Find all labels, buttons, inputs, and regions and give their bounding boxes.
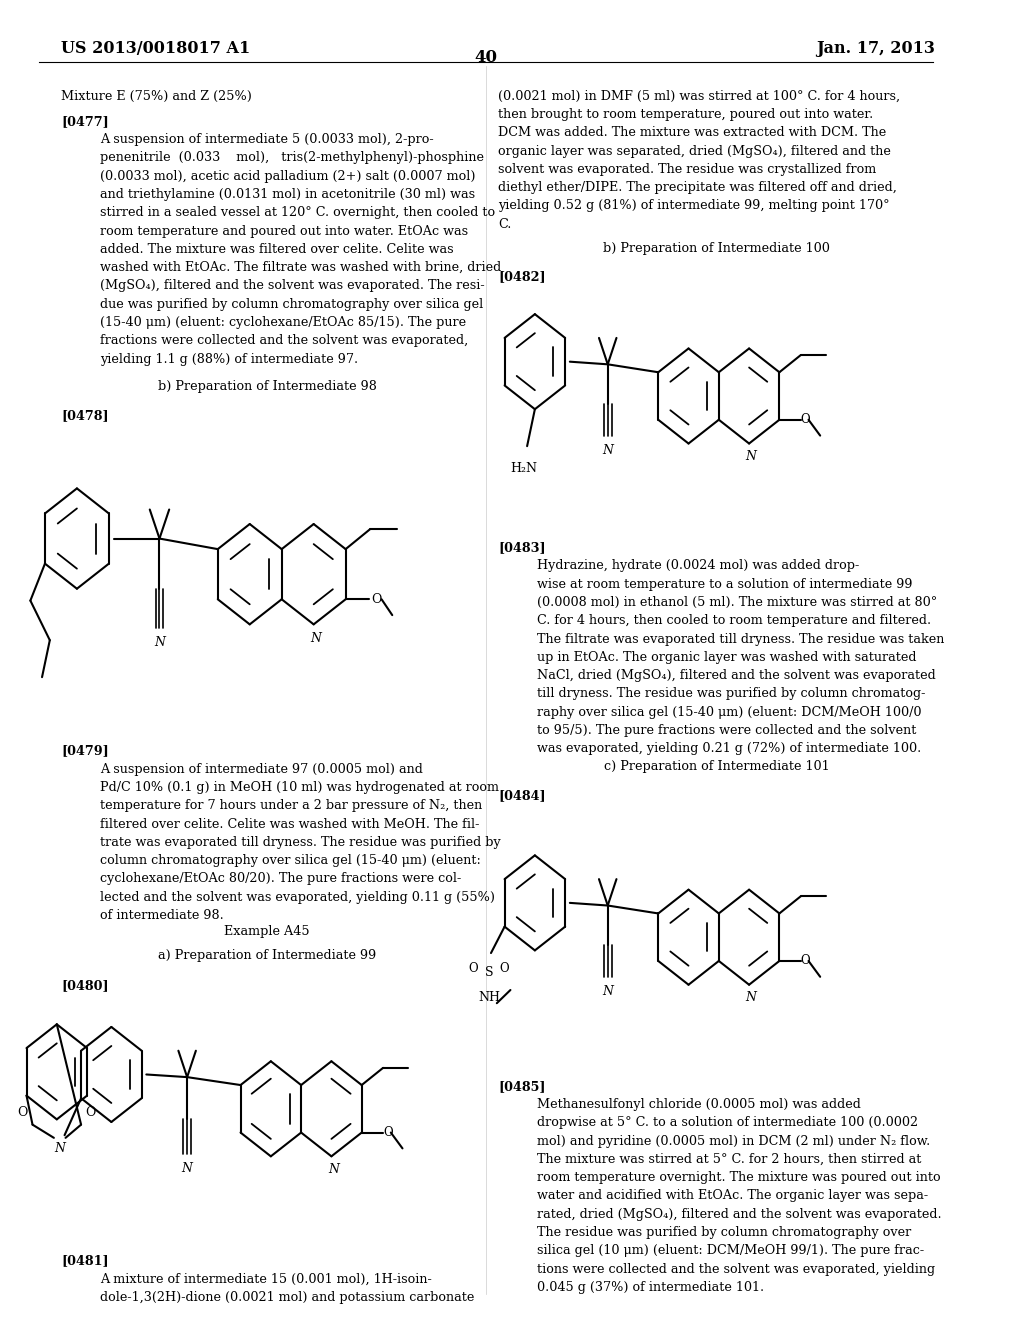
Text: Mixture E (75%) and Z (25%): Mixture E (75%) and Z (25%) [61,90,252,103]
Text: Pd/C 10% (0.1 g) in MeOH (10 ml) was hydrogenated at room: Pd/C 10% (0.1 g) in MeOH (10 ml) was hyd… [100,781,499,795]
Text: NH: NH [478,991,500,1005]
Text: rated, dried (MgSO₄), filtered and the solvent was evaporated.: rated, dried (MgSO₄), filtered and the s… [538,1208,942,1221]
Text: [0478]: [0478] [61,409,109,422]
Text: US 2013/0018017 A1: US 2013/0018017 A1 [61,40,251,57]
Text: up in EtOAc. The organic layer was washed with saturated: up in EtOAc. The organic layer was washe… [538,651,916,664]
Text: washed with EtOAc. The filtrate was washed with brine, dried: washed with EtOAc. The filtrate was wash… [100,261,502,275]
Text: N: N [154,636,165,649]
Text: O: O [17,1106,28,1119]
Text: O: O [469,962,478,975]
Text: O: O [801,954,810,968]
Text: The filtrate was evaporated till dryness. The residue was taken: The filtrate was evaporated till dryness… [538,632,944,645]
Text: added. The mixture was filtered over celite. Celite was: added. The mixture was filtered over cel… [100,243,454,256]
Text: Jan. 17, 2013: Jan. 17, 2013 [816,40,935,57]
Text: of intermediate 98.: of intermediate 98. [100,909,224,921]
Text: mol) and pyridine (0.0005 mol) in DCM (2 ml) under N₂ flow.: mol) and pyridine (0.0005 mol) in DCM (2… [538,1135,931,1147]
Text: O: O [86,1106,96,1119]
Text: A suspension of intermediate 97 (0.0005 mol) and: A suspension of intermediate 97 (0.0005 … [100,763,423,776]
Text: 40: 40 [474,49,498,66]
Text: trate was evaporated till dryness. The residue was purified by: trate was evaporated till dryness. The r… [100,836,501,849]
Text: [0483]: [0483] [499,541,546,554]
Text: temperature for 7 hours under a 2 bar pressure of N₂, then: temperature for 7 hours under a 2 bar pr… [100,800,482,812]
Text: yielding 0.52 g (81%) of intermediate 99, melting point 170°: yielding 0.52 g (81%) of intermediate 99… [499,199,890,213]
Text: column chromatography over silica gel (15-40 μm) (eluent:: column chromatography over silica gel (1… [100,854,481,867]
Text: Hydrazine, hydrate (0.0024 mol) was added drop-: Hydrazine, hydrate (0.0024 mol) was adde… [538,560,859,573]
Text: A mixture of intermediate 15 (0.001 mol), 1H-isoin-: A mixture of intermediate 15 (0.001 mol)… [100,1272,432,1286]
Text: H₂N: H₂N [511,462,538,475]
Text: N: N [602,985,613,998]
Text: [0482]: [0482] [499,271,546,284]
Text: (15-40 μm) (eluent: cyclohexane/EtOAc 85/15). The pure: (15-40 μm) (eluent: cyclohexane/EtOAc 85… [100,315,466,329]
Text: a) Preparation of Intermediate 99: a) Preparation of Intermediate 99 [158,949,376,962]
Text: till dryness. The residue was purified by column chromatog-: till dryness. The residue was purified b… [538,688,926,701]
Text: O: O [500,962,509,975]
Text: c) Preparation of Intermediate 101: c) Preparation of Intermediate 101 [604,760,829,774]
Text: and triethylamine (0.0131 mol) in acetonitrile (30 ml) was: and triethylamine (0.0131 mol) in aceton… [100,187,475,201]
Text: Example A45: Example A45 [224,925,310,939]
Text: diethyl ether/DIPE. The precipitate was filtered off and dried,: diethyl ether/DIPE. The precipitate was … [499,181,897,194]
Text: N: N [602,444,613,457]
Text: lected and the solvent was evaporated, yielding 0.11 g (55%): lected and the solvent was evaporated, y… [100,891,495,904]
Text: cyclohexane/EtOAc 80/20). The pure fractions were col-: cyclohexane/EtOAc 80/20). The pure fract… [100,873,461,886]
Text: b) Preparation of Intermediate 100: b) Preparation of Intermediate 100 [603,242,830,255]
Text: S: S [484,966,494,979]
Text: DCM was added. The mixture was extracted with DCM. The: DCM was added. The mixture was extracted… [499,127,887,140]
Text: N: N [181,1162,193,1175]
Text: wise at room temperature to a solution of intermediate 99: wise at room temperature to a solution o… [538,578,912,591]
Text: [0484]: [0484] [499,789,546,803]
Text: dropwise at 5° C. to a solution of intermediate 100 (0.0002: dropwise at 5° C. to a solution of inter… [538,1117,919,1130]
Text: tions were collected and the solvent was evaporated, yielding: tions were collected and the solvent was… [538,1262,935,1275]
Text: N: N [54,1142,66,1155]
Text: (0.0021 mol) in DMF (5 ml) was stirred at 100° C. for 4 hours,: (0.0021 mol) in DMF (5 ml) was stirred a… [499,90,900,103]
Text: The residue was purified by column chromatography over: The residue was purified by column chrom… [538,1226,911,1239]
Text: due was purified by column chromatography over silica gel: due was purified by column chromatograph… [100,297,483,310]
Text: yielding 1.1 g (88%) of intermediate 97.: yielding 1.1 g (88%) of intermediate 97. [100,352,358,366]
Text: A suspension of intermediate 5 (0.0033 mol), 2-pro-: A suspension of intermediate 5 (0.0033 m… [100,133,434,147]
Text: (0.0033 mol), acetic acid palladium (2+) salt (0.0007 mol): (0.0033 mol), acetic acid palladium (2+)… [100,170,475,182]
Text: N: N [745,991,757,1005]
Text: was evaporated, yielding 0.21 g (72%) of intermediate 100.: was evaporated, yielding 0.21 g (72%) of… [538,742,922,755]
Text: filtered over celite. Celite was washed with MeOH. The fil-: filtered over celite. Celite was washed … [100,817,479,830]
Text: room temperature overnight. The mixture was poured out into: room temperature overnight. The mixture … [538,1171,941,1184]
Text: silica gel (10 μm) (eluent: DCM/MeOH 99/1). The pure frac-: silica gel (10 μm) (eluent: DCM/MeOH 99/… [538,1245,925,1257]
Text: 0.045 g (37%) of intermediate 101.: 0.045 g (37%) of intermediate 101. [538,1280,764,1294]
Text: solvent was evaporated. The residue was crystallized from: solvent was evaporated. The residue was … [499,162,877,176]
Text: then brought to room temperature, poured out into water.: then brought to room temperature, poured… [499,108,873,121]
Text: dole-1,3(2H)-dione (0.0021 mol) and potassium carbonate: dole-1,3(2H)-dione (0.0021 mol) and pota… [100,1291,474,1304]
Text: [0479]: [0479] [61,744,109,758]
Text: O: O [383,1126,392,1139]
Text: C.: C. [499,218,512,231]
Text: raphy over silica gel (15-40 μm) (eluent: DCM/MeOH 100/0: raphy over silica gel (15-40 μm) (eluent… [538,706,922,718]
Text: b) Preparation of Intermediate 98: b) Preparation of Intermediate 98 [158,380,377,393]
Text: O: O [801,413,810,426]
Text: The mixture was stirred at 5° C. for 2 hours, then stirred at: The mixture was stirred at 5° C. for 2 h… [538,1152,922,1166]
Text: NaCl, dried (MgSO₄), filtered and the solvent was evaporated: NaCl, dried (MgSO₄), filtered and the so… [538,669,936,682]
Text: water and acidified with EtOAc. The organic layer was sepa-: water and acidified with EtOAc. The orga… [538,1189,929,1203]
Text: N: N [328,1163,339,1176]
Text: [0485]: [0485] [499,1080,546,1093]
Text: N: N [310,632,322,645]
Text: N: N [745,450,757,463]
Text: penenitrile  (0.033    mol),   tris(2-methylphenyl)-phosphine: penenitrile (0.033 mol), tris(2-methylph… [100,152,484,165]
Text: Methanesulfonyl chloride (0.0005 mol) was added: Methanesulfonyl chloride (0.0005 mol) wa… [538,1098,861,1111]
Text: room temperature and poured out into water. EtOAc was: room temperature and poured out into wat… [100,224,468,238]
Text: stirred in a sealed vessel at 120° C. overnight, then cooled to: stirred in a sealed vessel at 120° C. ov… [100,206,496,219]
Text: [0480]: [0480] [61,979,109,993]
Text: to 95/5). The pure fractions were collected and the solvent: to 95/5). The pure fractions were collec… [538,723,916,737]
Text: (MgSO₄), filtered and the solvent was evaporated. The resi-: (MgSO₄), filtered and the solvent was ev… [100,280,484,292]
Text: organic layer was separated, dried (MgSO₄), filtered and the: organic layer was separated, dried (MgSO… [499,145,891,157]
Text: [0477]: [0477] [61,115,109,128]
Text: [0481]: [0481] [61,1254,109,1267]
Text: (0.0008 mol) in ethanol (5 ml). The mixture was stirred at 80°: (0.0008 mol) in ethanol (5 ml). The mixt… [538,597,937,609]
Text: O: O [371,593,381,606]
Text: C. for 4 hours, then cooled to room temperature and filtered.: C. for 4 hours, then cooled to room temp… [538,614,931,627]
Text: fractions were collected and the solvent was evaporated,: fractions were collected and the solvent… [100,334,468,347]
